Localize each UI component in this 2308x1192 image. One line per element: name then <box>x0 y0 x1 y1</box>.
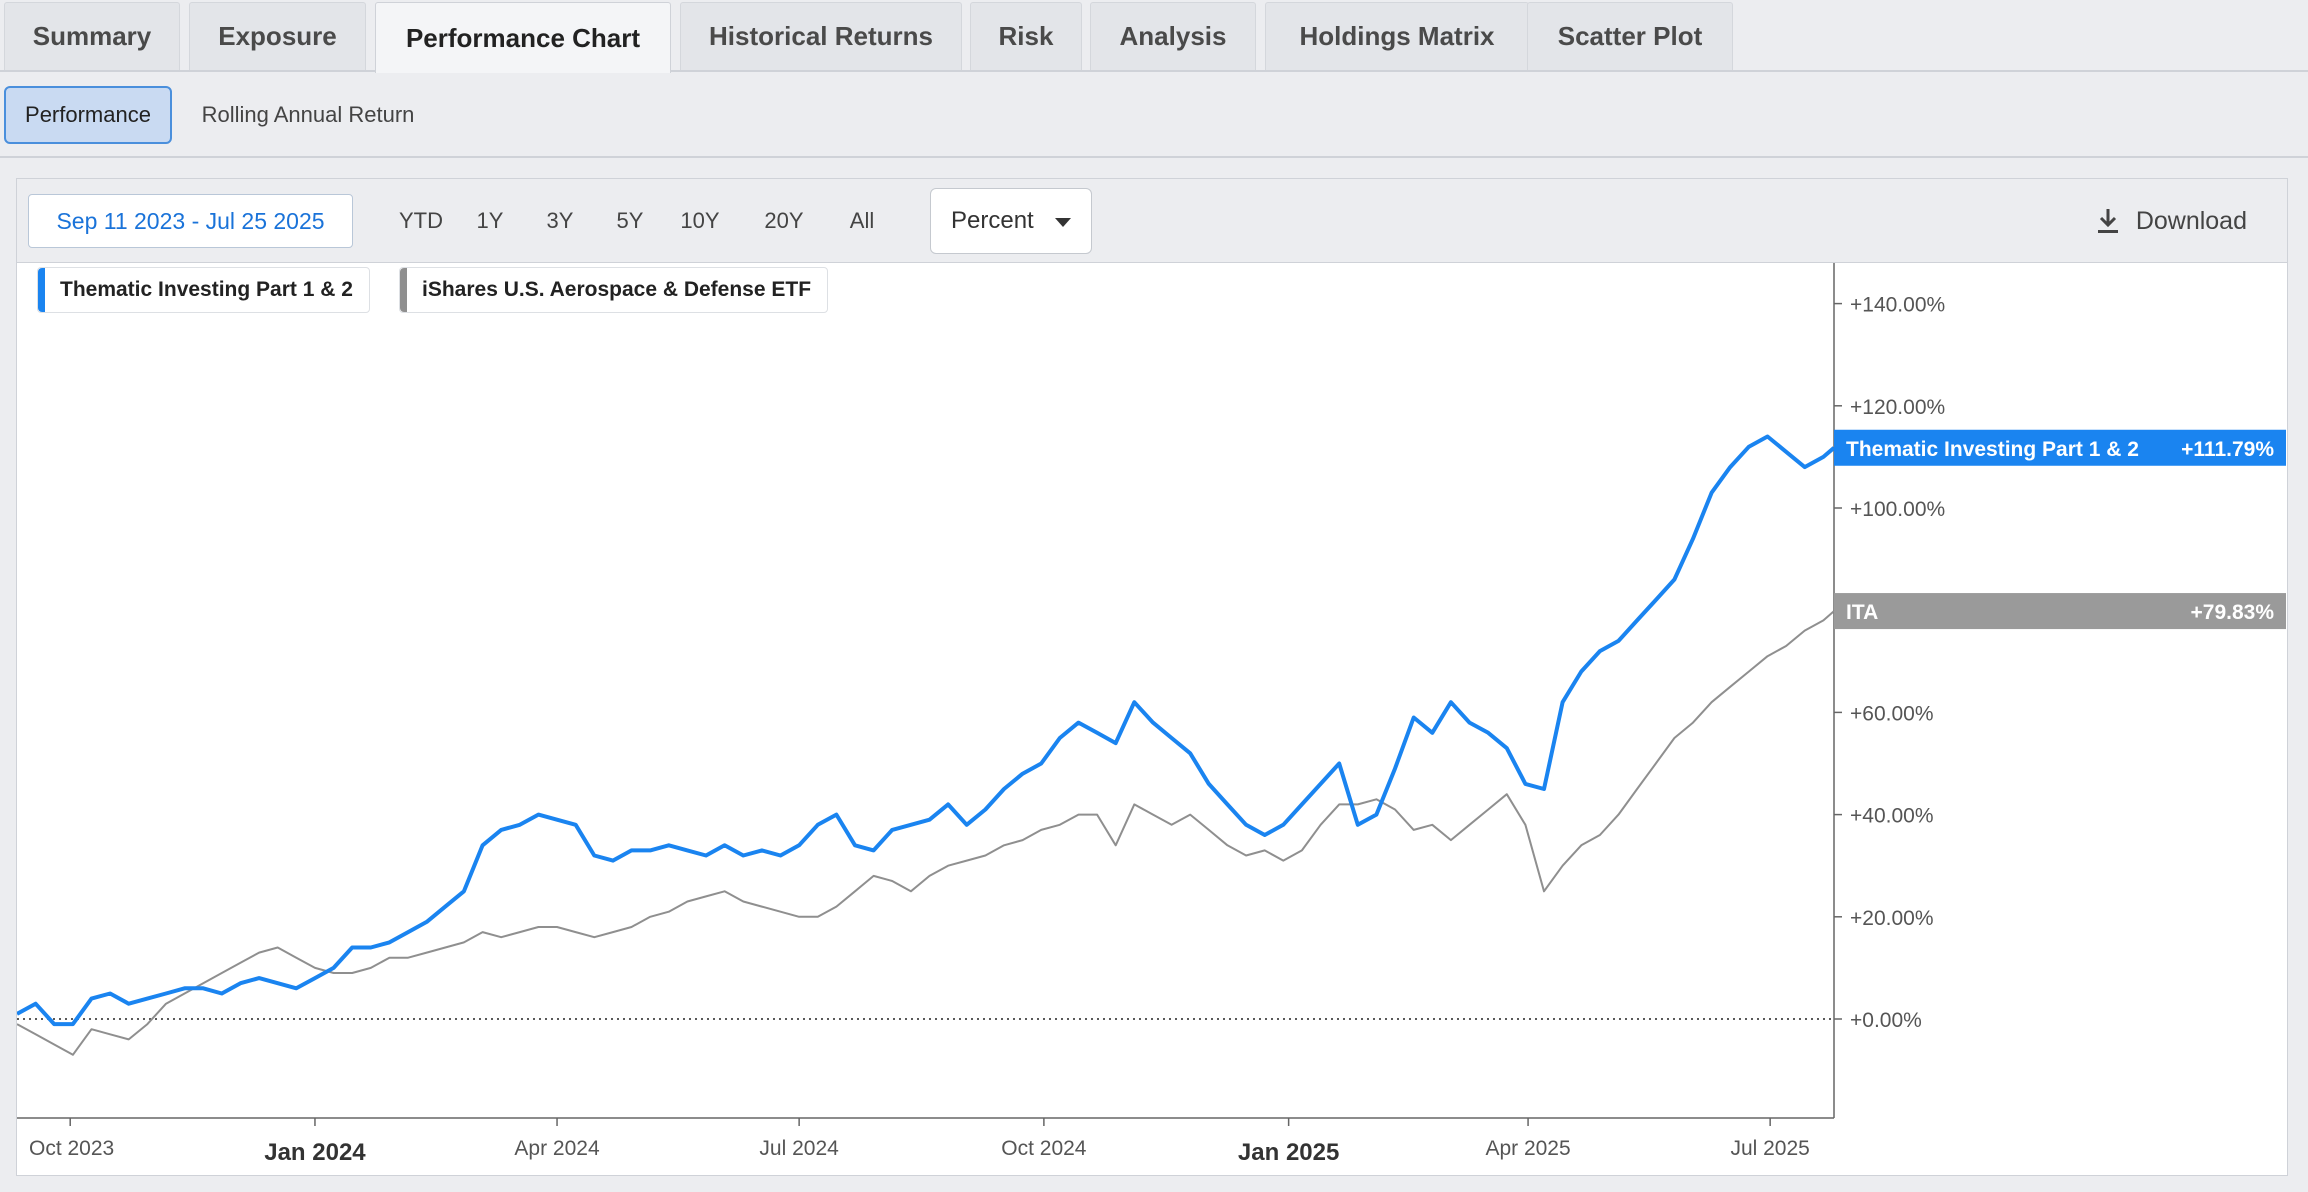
end-label-bg-ita <box>1834 593 2286 630</box>
range-20y-button[interactable]: 20Y <box>764 208 804 233</box>
tab-holdings-matrix[interactable]: Holdings Matrix <box>1265 2 1529 70</box>
download-icon <box>2097 209 2118 233</box>
legend-swatch-ita <box>400 268 407 312</box>
unit-select-value: Percent <box>951 207 1034 234</box>
tab-summary[interactable]: Summary <box>4 2 180 70</box>
download-button[interactable]: Download <box>2096 194 2247 248</box>
y-tick-label: +0.00% <box>1850 1009 1922 1032</box>
date-range-picker[interactable]: Sep 11 2023 - Jul 25 2025 <box>28 194 353 248</box>
x-tick-label: Jan 2025 <box>1238 1139 1339 1166</box>
y-tick-label: +40.00% <box>1850 805 1934 828</box>
range-ytd-button[interactable]: YTD <box>399 208 443 233</box>
x-tick-label: Jan 2024 <box>264 1139 366 1166</box>
range-all-button[interactable]: All <box>849 208 875 233</box>
download-label: Download <box>2135 206 2247 235</box>
series-line-thematic <box>17 434 1836 1027</box>
x-tick-label: Oct 2024 <box>1001 1137 1087 1160</box>
tab-risk[interactable]: Risk <box>970 2 1082 70</box>
range-3y-button[interactable]: 3Y <box>546 208 574 233</box>
y-tick-label: +100.00% <box>1850 498 1945 521</box>
x-tick-label: Jul 2025 <box>1730 1137 1809 1160</box>
tab-performance-chart[interactable]: Performance Chart <box>375 2 671 73</box>
tab-analysis[interactable]: Analysis <box>1090 2 1256 70</box>
tab-scatter-plot[interactable]: Scatter Plot <box>1527 2 1733 70</box>
x-tick-label: Jul 2024 <box>759 1137 839 1160</box>
range-1y-button[interactable]: 1Y <box>476 208 504 233</box>
y-tick-label: +20.00% <box>1850 907 1934 930</box>
range-5y-button[interactable]: 5Y <box>616 208 644 233</box>
unit-select[interactable]: Percent <box>930 188 1092 254</box>
sub-tab-bar: Performance Rolling Annual Return <box>0 72 2308 158</box>
end-label-name-thematic: Thematic Investing Part 1 & 2 <box>1846 438 2139 461</box>
tab-historical-returns[interactable]: Historical Returns <box>680 2 962 70</box>
legend-label-ita: iShares U.S. Aerospace & Defense ETF <box>422 278 812 301</box>
legend-label-thematic: Thematic Investing Part 1 & 2 <box>60 278 353 301</box>
x-tick-label: Oct 2023 <box>29 1137 114 1160</box>
caret-down-icon <box>1055 218 1071 227</box>
subtab-rolling-annual-return[interactable]: Rolling Annual Return <box>201 102 415 127</box>
series-line-ita <box>17 610 1835 1056</box>
tab-exposure[interactable]: Exposure <box>189 2 366 70</box>
x-tick-label: Apr 2024 <box>514 1137 600 1160</box>
y-tick-label: +140.00% <box>1850 294 1945 317</box>
y-tick-label: +60.00% <box>1850 702 1934 725</box>
end-label-value-ita: +79.83% <box>2191 601 2275 624</box>
legend-item-ita[interactable]: iShares U.S. Aerospace & Defense ETF <box>399 267 829 313</box>
chart-toolbar: Sep 11 2023 - Jul 25 2025 YTD 1Y 3Y 5Y 1… <box>17 179 2287 263</box>
chart-panel: Sep 11 2023 - Jul 25 2025 YTD 1Y 3Y 5Y 1… <box>16 178 2288 1176</box>
end-label-value-thematic: +111.79% <box>2181 438 2274 461</box>
end-label-name-ita: ITA <box>1846 601 1878 624</box>
range-10y-button[interactable]: 10Y <box>680 208 720 233</box>
x-tick-label: Apr 2025 <box>1485 1137 1570 1160</box>
legend-item-thematic[interactable]: Thematic Investing Part 1 & 2 <box>37 267 370 313</box>
main-tab-bar: Summary Exposure Performance Chart Histo… <box>0 0 2308 73</box>
performance-line-chart: +0.00%+20.00%+40.00%+60.00%+80.00%+100.0… <box>17 263 2286 1166</box>
legend-swatch-thematic <box>38 268 45 312</box>
y-tick-label: +120.00% <box>1850 396 1945 419</box>
end-label-bg-thematic <box>1834 429 2286 466</box>
subtab-performance[interactable]: Performance <box>4 86 172 144</box>
